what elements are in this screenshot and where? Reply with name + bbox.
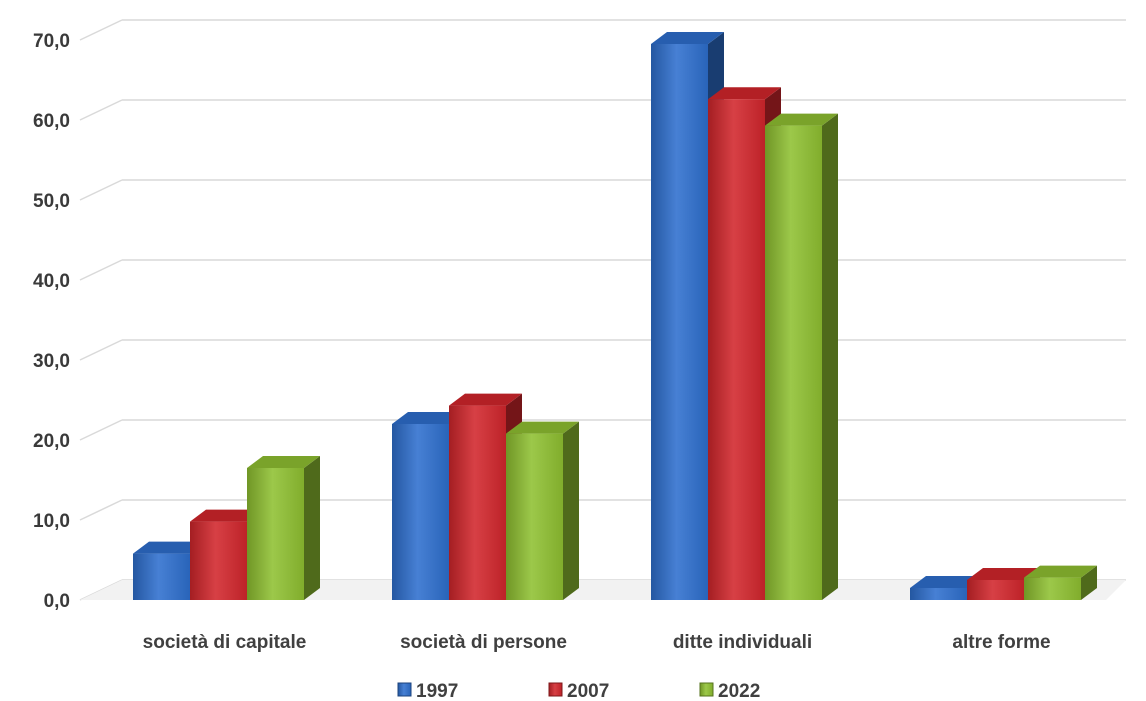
gridline-diag (79, 339, 123, 361)
gridlines (79, 19, 1126, 601)
y-tick-label: 60,0 (33, 111, 70, 132)
y-tick-label: 20,0 (33, 431, 70, 452)
legend-label: 2022 (718, 681, 760, 701)
bar-top (651, 32, 724, 44)
bar-front (1024, 577, 1081, 600)
bar-top (765, 113, 838, 126)
bar-front (190, 521, 247, 600)
bar-front (133, 553, 190, 600)
gridline-diag (79, 499, 123, 521)
bar-front (967, 580, 1024, 600)
bar-top (247, 456, 320, 468)
bar-front (449, 405, 506, 600)
bar-top (708, 87, 781, 100)
bar-top (910, 576, 983, 588)
legend: 1997 2007 2022 (397, 681, 760, 701)
legend-item: 2022 (699, 681, 760, 701)
bar-top (1024, 565, 1097, 578)
gridline-diag (79, 259, 123, 281)
bar (1024, 565, 1097, 600)
bar (247, 456, 320, 600)
gridline-diag (79, 99, 123, 121)
legend-item: 1997 (397, 681, 458, 701)
bar (765, 113, 838, 600)
gridline-diag (79, 419, 123, 441)
bar-front (247, 468, 304, 600)
bar (506, 421, 579, 600)
gridline-diag (79, 179, 123, 201)
bar-top (967, 568, 1040, 580)
bar-front (765, 125, 822, 600)
legend-label: 2007 (567, 681, 609, 701)
bar-side (304, 456, 320, 600)
y-axis: 0,0 10,0 20,0 30,0 40,0 50,0 60,0 70,0 (33, 31, 70, 612)
bar-top (190, 509, 263, 522)
bar-front (392, 424, 449, 600)
y-tick-label: 40,0 (33, 271, 70, 292)
bars (133, 32, 1097, 600)
bar-side (1081, 565, 1097, 600)
x-tick-label: ditte individuali (673, 632, 812, 653)
legend-swatch (548, 682, 563, 697)
gridline-diag (79, 19, 123, 41)
bar-top (133, 541, 206, 554)
legend-swatch (699, 682, 714, 697)
x-tick-label: società di capitale (143, 632, 307, 653)
legend-swatch (397, 682, 412, 697)
bar-top (449, 393, 522, 406)
chart-floor (80, 580, 1126, 600)
x-axis: società di capitale società di persone dit… (143, 632, 1051, 653)
x-tick-label: altre forme (952, 632, 1050, 653)
bar-side (822, 113, 838, 600)
bar-top (506, 421, 579, 434)
legend-label: 1997 (416, 681, 458, 701)
bar-front (651, 44, 708, 600)
bar-front (506, 433, 563, 600)
y-tick-label: 70,0 (33, 31, 70, 52)
y-tick-label: 0,0 (44, 591, 70, 612)
bar-side (563, 421, 579, 600)
legend-item: 2007 (548, 681, 609, 701)
bar-front (708, 99, 765, 600)
y-tick-label: 10,0 (33, 511, 70, 532)
y-tick-label: 50,0 (33, 191, 70, 212)
bar-front (910, 588, 967, 600)
y-tick-label: 30,0 (33, 351, 70, 372)
bar-top (392, 412, 465, 424)
x-tick-label: società di persone (400, 632, 567, 653)
